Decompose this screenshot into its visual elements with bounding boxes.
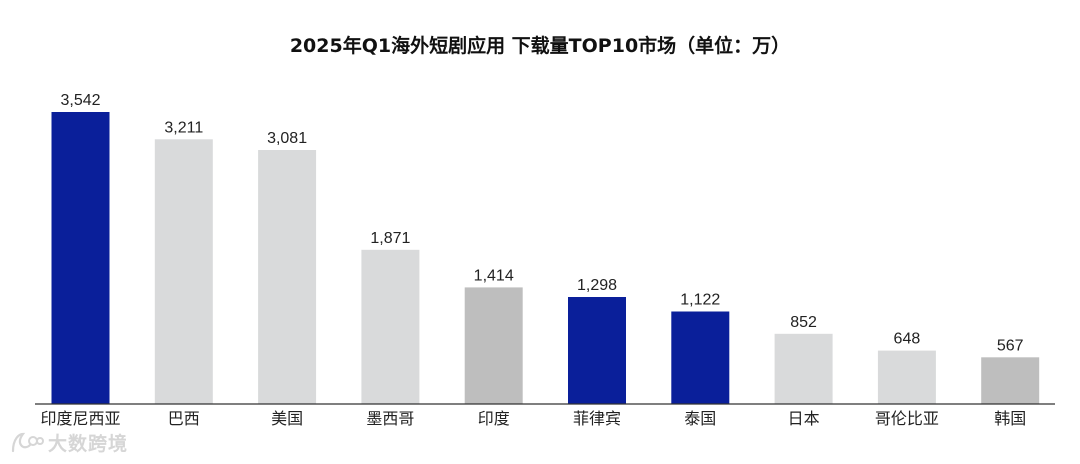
bar-value-label: 1,122 xyxy=(680,292,720,309)
watermark: 大数跨境 xyxy=(10,429,128,456)
bar-10 xyxy=(981,357,1040,404)
bar-value-label: 567 xyxy=(997,337,1024,354)
chart-title: 2025年Q1海外短剧应用 下载量TOP10市场（单位：万） xyxy=(290,34,790,57)
category-tick-label: 泰国 xyxy=(684,409,716,428)
category-ticks-group: 印度尼西亚 巴西 美国 墨西哥 印度 菲律宾 泰国 日本 哥伦比亚 韩国 xyxy=(40,409,1026,428)
bar-value-label: 1,298 xyxy=(577,277,617,294)
category-tick-label: 韩国 xyxy=(994,409,1026,428)
logo-icon xyxy=(10,431,44,455)
bar-1 xyxy=(51,112,110,404)
category-tick-label: 印度尼西亚 xyxy=(40,409,120,428)
category-tick-label: 日本 xyxy=(788,409,820,428)
bar-7 xyxy=(671,311,730,404)
category-tick-label: 巴西 xyxy=(168,409,200,428)
bar-value-label: 3,211 xyxy=(164,119,203,136)
bar-value-label: 3,542 xyxy=(60,92,100,109)
bar-6 xyxy=(568,297,626,404)
bar-4 xyxy=(361,249,420,404)
watermark-text: 大数跨境 xyxy=(48,433,129,455)
category-tick-label: 哥伦比亚 xyxy=(875,409,939,428)
bar-value-label: 648 xyxy=(894,331,921,348)
bar-9 xyxy=(877,350,936,404)
bars-group xyxy=(51,112,1040,405)
bar-2 xyxy=(154,139,213,405)
bar-5 xyxy=(464,287,523,404)
category-tick-label: 墨西哥 xyxy=(366,409,414,428)
category-tick-label: 印度 xyxy=(478,409,510,428)
bar-value-label: 1,414 xyxy=(474,267,514,284)
category-tick-label: 美国 xyxy=(271,409,303,428)
bar-value-label: 1,871 xyxy=(370,230,410,247)
bar-3 xyxy=(258,150,317,404)
bar-value-label: 3,081 xyxy=(267,130,307,147)
bar-8 xyxy=(774,333,833,404)
value-labels-group: 3,542 3,211 3,081 1,871 1,414 1,298 1,122 852 64… xyxy=(60,92,1023,354)
category-tick-label: 菲律宾 xyxy=(573,409,621,428)
bar-value-label: 852 xyxy=(790,314,817,331)
